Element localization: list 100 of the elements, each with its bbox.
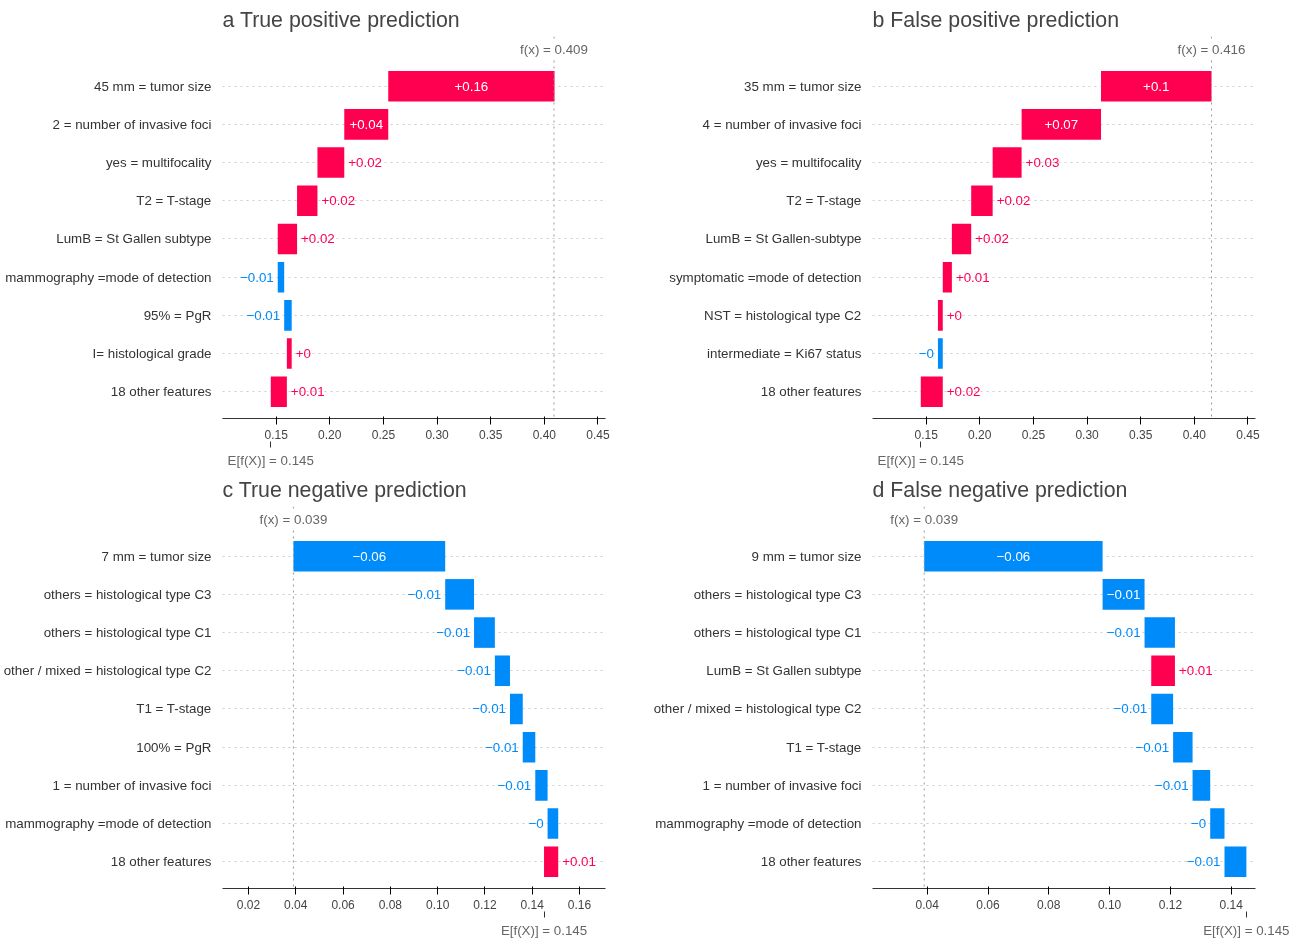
x-tick-label: 0.10 [425, 897, 450, 912]
y-tick-label: LumB = St Gallen-subtype [705, 231, 862, 247]
y-tick-label: mammography =mode of detection [5, 269, 212, 285]
x-tick-label: 0.30 [1075, 427, 1100, 442]
y-tick-label: symptomatic =mode of detection [669, 269, 862, 285]
data-label: +0.01 [562, 854, 596, 870]
data-label: −0.06 [996, 548, 1031, 564]
y-tick-label: NST = histological type C2 [704, 307, 862, 323]
text: E[f(X)] = 0.145 [227, 452, 314, 468]
y-tick-label: 18 other features [110, 384, 212, 400]
data-label: −0.01 [436, 625, 471, 641]
y-tick-label: 45 mm = tumor size [94, 78, 212, 94]
y-tick-label: other / mixed = histological type C2 [653, 701, 862, 717]
data-label: +0.02 [321, 193, 356, 209]
text: E[f(X)] = 0.145 [500, 922, 588, 938]
y-tick-label: 7 mm = tumor size [101, 548, 212, 564]
y-tick-label: 1 = number of invasive foci [702, 777, 862, 793]
y-tick-label: T1 = T-stage [786, 739, 862, 755]
data-label: +0.02 [975, 231, 1009, 247]
data-label: −0.01 [497, 777, 532, 793]
data-label: +0 [946, 307, 962, 323]
data-label: +0.01 [955, 269, 990, 285]
x-tick-label: 0.40 [532, 427, 557, 442]
data-label: +0.01 [290, 384, 325, 400]
ref-line-label: f(x) = 0.039 [890, 512, 959, 528]
data-label: +0.16 [454, 78, 489, 94]
x-tick-label: 0.10 [1097, 897, 1122, 912]
data-label: +0.02 [996, 193, 1031, 209]
y-tick-label: intermediate = Ki67 status [707, 346, 862, 362]
x-tick-label: 0.08 [1037, 897, 1061, 912]
x-tick-label: 0.35 [479, 427, 503, 442]
x-tick-label: 0.45 [586, 427, 610, 442]
y-tick-label: mammography =mode of detection [655, 816, 862, 832]
x-tick-label: 0.45 [1236, 427, 1260, 442]
x-tick-label: 0.20 [968, 427, 992, 442]
y-tick-label: others = histological type C3 [693, 586, 862, 602]
y-tick-label: T2 = T-stage [136, 193, 212, 209]
x-tick-label: 0.35 [1129, 427, 1153, 442]
data-label: −0.01 [1113, 701, 1148, 717]
x-tick-label: 0.06 [976, 897, 1001, 912]
x-tick-label: 0.25 [1021, 427, 1046, 442]
x-tick-label: 0.20 [318, 427, 342, 442]
y-tick-label: 9 mm = tumor size [751, 548, 862, 564]
ref-line-label: f(x) = 0.039 [259, 512, 328, 528]
y-tick-label: LumB = St Gallen subtype [56, 231, 212, 247]
x-tick-label: 0.14 [1219, 897, 1244, 912]
data-label: −0.06 [352, 548, 387, 564]
x-tick-label: 0.08 [378, 897, 403, 912]
data-label: −0.01 [485, 739, 519, 755]
data-label: +0.01 [1178, 663, 1213, 679]
chart-title: d False negative prediction [872, 477, 1128, 502]
x-tick-label: 0.30 [425, 427, 450, 442]
y-tick-label: 18 other features [110, 854, 212, 870]
text: E[f(X)] = 0.145 [1203, 922, 1290, 938]
chart-title: a True positive prediction [222, 7, 460, 32]
data-label: +0.07 [1044, 116, 1079, 132]
x-tick-label: 0.40 [1182, 427, 1207, 442]
y-tick-label: 2 = number of invasive foci [52, 116, 212, 132]
y-tick-label: others = histological type C3 [43, 586, 212, 602]
data-label: −0.01 [472, 701, 506, 717]
data-label: −0.01 [457, 663, 491, 679]
y-tick-label: 18 other features [760, 384, 862, 400]
x-tick-label: 0.12 [1158, 897, 1183, 912]
x-tick-label: 0.15 [914, 427, 939, 442]
y-tick-label: 35 mm = tumor size [744, 78, 862, 94]
x-tick-label: 0.04 [284, 897, 308, 912]
chart-title: c True negative prediction [222, 477, 467, 502]
y-tick-label: T2 = T-stage [786, 193, 862, 209]
data-label: +0.02 [348, 155, 382, 171]
data-label: +0 [295, 346, 311, 362]
data-label: −0.01 [1186, 854, 1221, 870]
y-tick-label: T1 = T-stage [136, 701, 212, 717]
x-tick-label: 0.04 [915, 897, 940, 912]
data-label: −0.01 [1154, 777, 1189, 793]
y-tick-label: 100% = PgR [136, 739, 212, 755]
data-label: +0.1 [1143, 78, 1170, 94]
data-label: −0.01 [1106, 625, 1141, 641]
x-tick-label: 0.06 [331, 897, 356, 912]
data-label: −0 [918, 346, 934, 362]
ref-line-label: f(x) = 0.416 [1177, 42, 1246, 58]
x-tick-label: 0.12 [473, 897, 497, 912]
data-label: −0 [528, 816, 544, 832]
y-tick-label: yes = multifocality [755, 155, 862, 171]
y-tick-label: others = histological type C1 [43, 625, 212, 641]
data-label: −0 [1191, 816, 1207, 832]
text: E[f(X)] = 0.145 [877, 452, 964, 468]
chart-title: b False positive prediction [872, 7, 1120, 32]
data-label: −0.01 [407, 586, 442, 602]
x-tick-label: 0.16 [567, 897, 592, 912]
data-label: −0.01 [1135, 739, 1170, 755]
y-tick-label: 95% = PgR [143, 307, 212, 323]
y-tick-label: LumB = St Gallen subtype [706, 663, 862, 679]
x-tick-label: 0.15 [264, 427, 289, 442]
data-label: −0.01 [240, 269, 274, 285]
data-label: +0.02 [946, 384, 981, 400]
data-label: +0.03 [1025, 155, 1060, 171]
y-tick-label: others = histological type C1 [693, 625, 862, 641]
data-label: +0.04 [349, 116, 384, 132]
x-tick-label: 0.25 [371, 427, 396, 442]
x-tick-label: 0.02 [236, 897, 261, 912]
